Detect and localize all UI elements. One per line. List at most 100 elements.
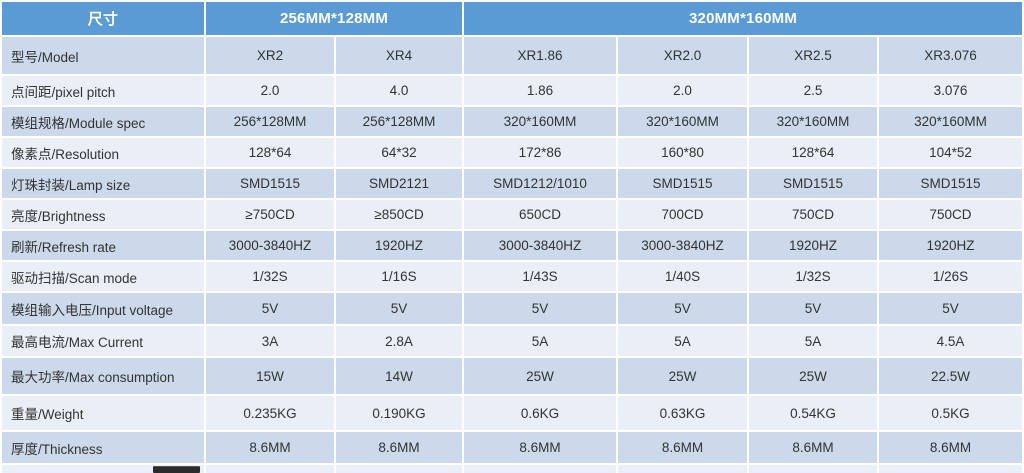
cell-value: 5V	[336, 293, 463, 324]
cell-value: XR2.0	[618, 37, 748, 74]
cell-value: 650CD	[464, 200, 617, 229]
header-group-256mm: 256MM*128MM	[206, 2, 463, 35]
cell-value: 320*160MM	[749, 107, 878, 136]
cell-value: 1920HZ	[879, 231, 1023, 260]
cell-value: 5V	[879, 293, 1023, 324]
row-label: 像素点/Resolution	[2, 138, 204, 167]
cell-value: 1/32S	[749, 262, 878, 291]
cell-value: 5V	[749, 293, 878, 324]
empty-cell	[749, 465, 878, 473]
table-header-row: 尺寸 256MM*128MM 320MM*160MM	[2, 2, 1023, 35]
cell-value: 5A	[749, 326, 878, 356]
cell-value: 320*160MM	[618, 107, 748, 136]
spec-row: 最高电流/Max Current 3A 2.8A 5A 5A 5A 4.5A	[2, 326, 1023, 356]
row-label: 驱动扫描/Scan mode	[2, 262, 204, 291]
cell-value: 0.190KG	[336, 396, 463, 430]
row-label: 点间距/pixel pitch	[2, 76, 204, 105]
spec-row: 型号/Model XR2 XR4 XR1.86 XR2.0 XR2.5 XR3.076	[2, 37, 1023, 74]
partial-row	[2, 465, 1023, 473]
spec-row: 像素点/Resolution 128*64 64*32 172*86 160*80 128…	[2, 138, 1023, 167]
cell-value: 8.6MM	[206, 432, 334, 463]
spec-row: 亮度/Brightness ≥750CD ≥850CD 650CD 700CD 750CD…	[2, 200, 1023, 229]
cell-value: 128*64	[206, 138, 334, 167]
header-group-320mm: 320MM*160MM	[464, 2, 1023, 35]
spec-row: 模组输入电压/Input voltage 5V 5V 5V 5V 5V 5V	[2, 293, 1023, 324]
cell-value: 22.5W	[879, 358, 1023, 394]
cell-value: 5A	[618, 326, 748, 356]
cell-value: XR4	[336, 37, 463, 74]
spec-row: 驱动扫描/Scan mode 1/32S 1/16S 1/43S 1/40S 1/32S 1…	[2, 262, 1023, 291]
cell-value: 104*52	[879, 138, 1023, 167]
cell-value: 2.0	[618, 76, 748, 105]
cell-value: 750CD	[749, 200, 878, 229]
cell-value: SMD1515	[879, 169, 1023, 198]
cell-value: SMD1515	[618, 169, 748, 198]
cell-value: 2.8A	[336, 326, 463, 356]
cell-value: 172*86	[464, 138, 617, 167]
cell-value: SMD2121	[336, 169, 463, 198]
cell-value: 1920HZ	[749, 231, 878, 260]
cell-value: 8.6MM	[464, 432, 617, 463]
cell-value: 8.6MM	[879, 432, 1023, 463]
cell-value: 160*80	[618, 138, 748, 167]
cell-value: 0.235KG	[206, 396, 334, 430]
spec-row: 灯珠封装/Lamp size SMD1515 SMD2121 SMD1212/1010…	[2, 169, 1023, 198]
cell-value: 3000-3840HZ	[618, 231, 748, 260]
empty-cell	[879, 465, 1023, 473]
cell-value: 25W	[464, 358, 617, 394]
row-label: 亮度/Brightness	[2, 200, 204, 229]
cell-value: 5V	[206, 293, 334, 324]
cell-value: 0.6KG	[464, 396, 617, 430]
cell-value: 1/16S	[336, 262, 463, 291]
cell-value: SMD1515	[749, 169, 878, 198]
row-label: 最大功率/Max consumption	[2, 358, 204, 394]
cell-value: 5A	[464, 326, 617, 356]
cell-value: 700CD	[618, 200, 748, 229]
cell-value: 2.0	[206, 76, 334, 105]
cell-value: 1/32S	[206, 262, 334, 291]
empty-cell	[206, 465, 334, 473]
cell-value: 4.0	[336, 76, 463, 105]
cell-value: 128*64	[749, 138, 878, 167]
spec-row: 模组规格/Module spec 256*128MM 256*128MM 320*16…	[2, 107, 1023, 136]
cell-value: 8.6MM	[618, 432, 748, 463]
cell-value: 3000-3840HZ	[464, 231, 617, 260]
cell-value: 256*128MM	[206, 107, 334, 136]
cell-value: 320*160MM	[879, 107, 1023, 136]
cell-value: ≥850CD	[336, 200, 463, 229]
spec-row: 重量/Weight 0.235KG 0.190KG 0.6KG 0.63KG 0.54KG…	[2, 396, 1023, 430]
cell-value: XR1.86	[464, 37, 617, 74]
cell-value: 4.5A	[879, 326, 1023, 356]
row-label: 模组输入电压/Input voltage	[2, 293, 204, 324]
spec-row: 刷新/Refresh rate 3000-3840HZ 1920HZ 3000-384…	[2, 231, 1023, 260]
cell-value: 3.076	[879, 76, 1023, 105]
cell-value: 25W	[618, 358, 748, 394]
cell-value: 320*160MM	[464, 107, 617, 136]
spec-row: 最大功率/Max consumption 15W 14W 25W 25W 25W 22.5W	[2, 358, 1023, 394]
cell-value: 750CD	[879, 200, 1023, 229]
cell-value: 3000-3840HZ	[206, 231, 334, 260]
cell-value: 64*32	[336, 138, 463, 167]
cell-value: XR2.5	[749, 37, 878, 74]
cell-value: SMD1515	[206, 169, 334, 198]
cell-value: 8.6MM	[749, 432, 878, 463]
cell-value: 1.86	[464, 76, 617, 105]
cell-value: 1920HZ	[336, 231, 463, 260]
row-label: 模组规格/Module spec	[2, 107, 204, 136]
empty-cell	[464, 465, 617, 473]
empty-cell	[618, 465, 748, 473]
header-size-label: 尺寸	[2, 2, 204, 35]
cell-value: 5V	[618, 293, 748, 324]
spec-row: 点间距/pixel pitch 2.0 4.0 1.86 2.0 2.5 3.076	[2, 76, 1023, 105]
cell-value: XR2	[206, 37, 334, 74]
cell-value: 15W	[206, 358, 334, 394]
cell-value: 0.5KG	[879, 396, 1023, 430]
cell-value: ≥750CD	[206, 200, 334, 229]
bottom-edge-dark-bar	[153, 466, 200, 473]
row-label: 刷新/Refresh rate	[2, 231, 204, 260]
row-label: 最高电流/Max Current	[2, 326, 204, 356]
cell-value: 0.54KG	[749, 396, 878, 430]
cell-value: 5V	[464, 293, 617, 324]
